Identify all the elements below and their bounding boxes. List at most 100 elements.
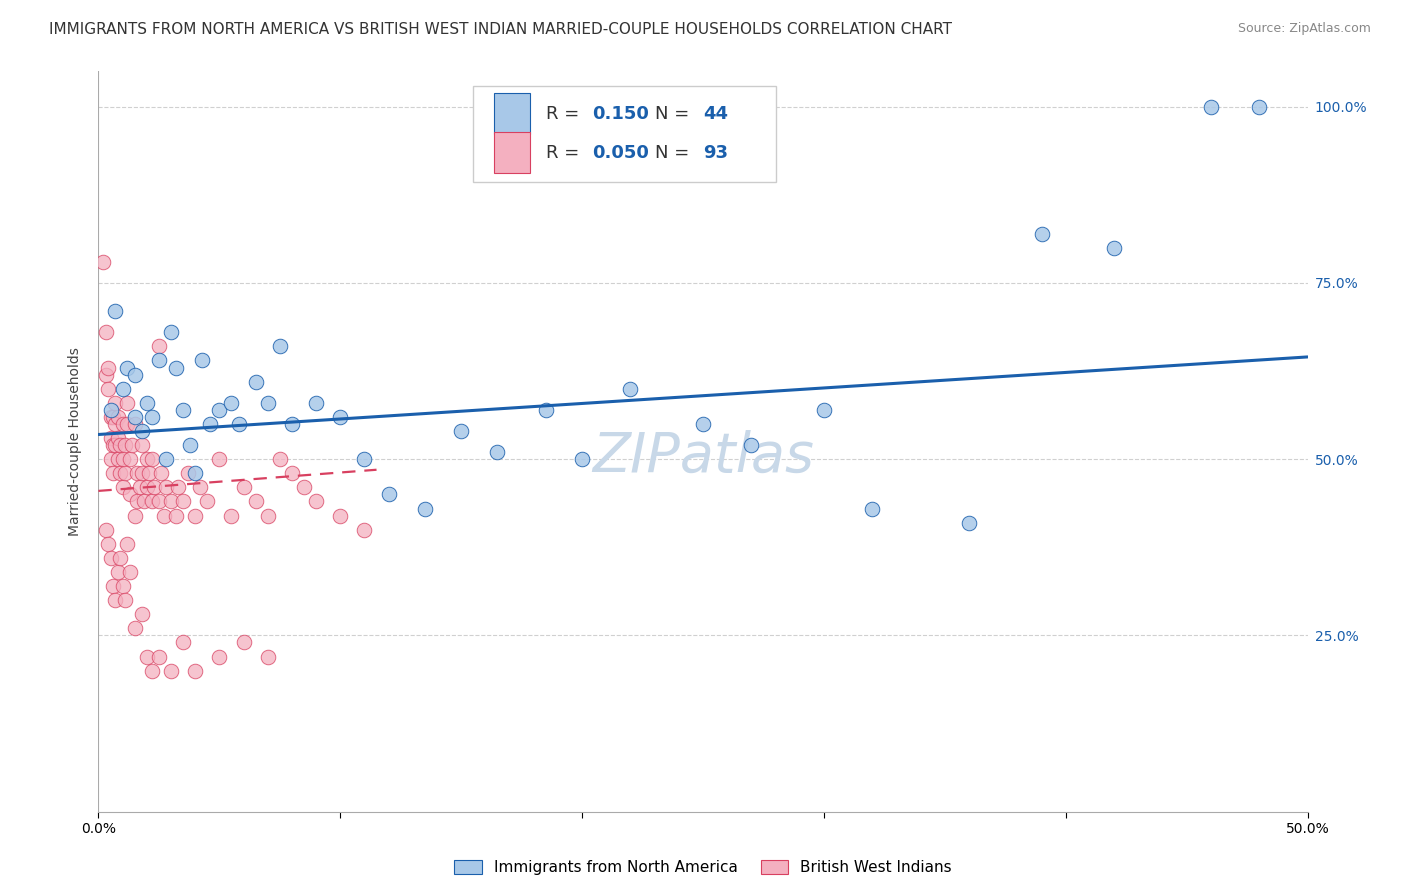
Point: [100, 452, 122, 467]
Point: [813, 402, 835, 417]
Point: [131, 467, 153, 481]
Point: [104, 396, 127, 410]
Point: [111, 480, 134, 494]
Point: [571, 452, 593, 467]
Point: [101, 438, 124, 452]
Point: [281, 417, 304, 431]
Point: [143, 480, 166, 494]
Text: ZIPatlas: ZIPatlas: [592, 430, 814, 483]
Point: [152, 508, 174, 523]
Point: [118, 452, 141, 467]
Point: [150, 467, 173, 481]
Point: [101, 409, 124, 424]
Point: [450, 424, 472, 438]
Point: [124, 417, 146, 431]
Text: N =: N =: [655, 144, 695, 161]
FancyBboxPatch shape: [494, 132, 530, 173]
Point: [256, 396, 278, 410]
Point: [191, 353, 214, 368]
Point: [131, 607, 153, 622]
Point: [108, 467, 131, 481]
Text: 44: 44: [703, 104, 728, 122]
Text: 0.150: 0.150: [592, 104, 648, 122]
Point: [245, 494, 267, 508]
Point: [104, 304, 127, 318]
Point: [619, 382, 641, 396]
Point: [131, 424, 153, 438]
Point: [100, 402, 122, 417]
Point: [117, 537, 139, 551]
Point: [117, 417, 139, 431]
Point: [292, 480, 315, 494]
Point: [135, 649, 157, 664]
Point: [111, 417, 134, 431]
Text: R =: R =: [546, 104, 585, 122]
Point: [128, 480, 150, 494]
Point: [127, 467, 149, 481]
Point: [1199, 100, 1222, 114]
Point: [184, 664, 207, 678]
Point: [269, 339, 291, 353]
Point: [114, 593, 136, 607]
Point: [269, 452, 291, 467]
Point: [692, 417, 714, 431]
Point: [413, 501, 436, 516]
Point: [232, 635, 254, 649]
Point: [104, 593, 127, 607]
Text: 0.050: 0.050: [592, 144, 648, 161]
Point: [107, 565, 129, 579]
Point: [100, 550, 122, 565]
Point: [121, 438, 143, 452]
Point: [208, 649, 231, 664]
Text: Source: ZipAtlas.com: Source: ZipAtlas.com: [1237, 22, 1371, 36]
Point: [135, 396, 157, 410]
Point: [221, 508, 243, 523]
Point: [148, 339, 170, 353]
Point: [256, 508, 278, 523]
Point: [160, 494, 183, 508]
Point: [100, 409, 122, 424]
Point: [117, 396, 139, 410]
Point: [256, 649, 278, 664]
Point: [141, 494, 163, 508]
Point: [353, 452, 375, 467]
Point: [208, 402, 231, 417]
FancyBboxPatch shape: [474, 87, 776, 183]
Point: [104, 438, 127, 452]
Point: [221, 396, 243, 410]
Point: [127, 494, 149, 508]
Point: [353, 523, 375, 537]
Point: [1102, 241, 1125, 255]
Point: [108, 438, 131, 452]
Point: [148, 649, 170, 664]
Point: [228, 417, 250, 431]
Point: [101, 467, 124, 481]
Point: [94, 325, 117, 339]
Point: [155, 452, 177, 467]
Point: [160, 325, 183, 339]
Point: [97, 382, 120, 396]
Point: [141, 452, 163, 467]
Point: [184, 467, 207, 481]
Point: [97, 537, 120, 551]
Point: [100, 431, 122, 445]
Point: [94, 523, 117, 537]
Point: [107, 409, 129, 424]
Point: [245, 375, 267, 389]
Point: [124, 409, 146, 424]
Text: R =: R =: [546, 144, 585, 161]
Point: [957, 516, 980, 530]
Point: [111, 382, 134, 396]
Point: [107, 431, 129, 445]
Point: [114, 467, 136, 481]
Point: [198, 417, 221, 431]
Text: N =: N =: [655, 104, 695, 122]
FancyBboxPatch shape: [494, 93, 530, 134]
Point: [172, 494, 194, 508]
Point: [208, 452, 231, 467]
Point: [172, 402, 194, 417]
Point: [184, 508, 207, 523]
Point: [141, 409, 163, 424]
Point: [165, 508, 187, 523]
Point: [167, 480, 190, 494]
